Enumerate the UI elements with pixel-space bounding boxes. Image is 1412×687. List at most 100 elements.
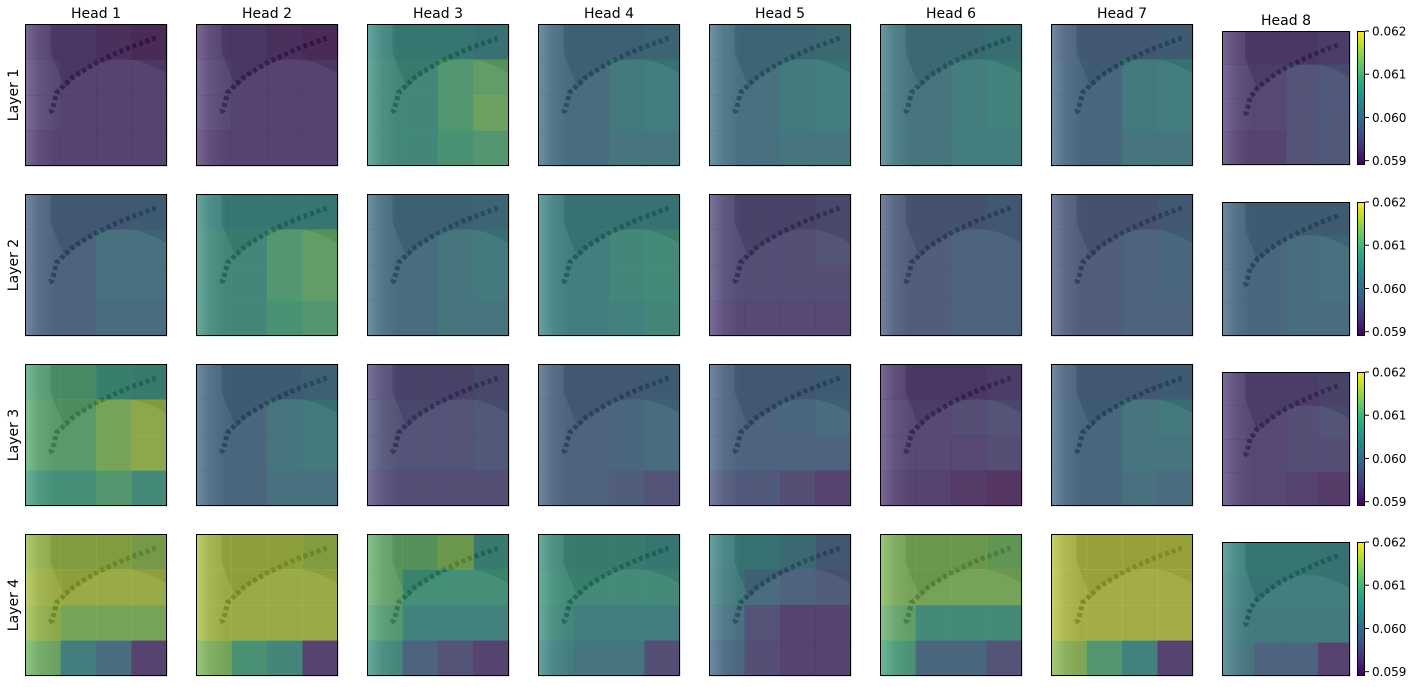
heatmap-cell [609,59,645,96]
heatmap-cell [302,435,339,471]
heatmap-cell [780,95,816,131]
heatmap-cell [986,364,1023,400]
heatmap-cell [25,534,61,570]
heatmap-cell [473,640,510,677]
heatmap-cell [609,194,645,230]
heatmap-cell [302,364,339,400]
panel-frame [538,24,680,166]
heatmap-cell [1318,472,1351,507]
heatmap-panel-layer4-head8 [1222,542,1351,677]
heatmap-cell [709,95,745,131]
colorbar-tick-label: 0.061 [1372,239,1406,253]
heatmap-cell [644,399,681,436]
heatmap-cell [744,265,781,301]
heatmap-cell [196,229,232,266]
heatmap-panel-layer3-head3 [367,364,510,507]
heatmap-cell [25,435,61,471]
heatmap-cell [709,364,745,400]
heatmap-cell [609,95,645,131]
heatmap-cell [1222,405,1255,440]
heatmap-cell [1051,569,1087,606]
heatmap-cell [815,640,852,677]
heatmap-cell [1086,265,1123,301]
panel-frame [1222,372,1350,506]
heatmap-cell [131,130,168,167]
heatmap-cell [709,194,745,230]
heatmap-cell [1157,364,1194,400]
heatmap-cell [1051,364,1087,400]
heatmap-cell [538,59,574,96]
heatmap-cell [709,534,745,570]
heatmap-cell [1286,64,1319,99]
heatmap-cell [231,194,268,230]
heatmap-cell [1122,640,1158,677]
heatmap-cell [438,569,474,606]
heatmap-cell [573,605,610,641]
heatmap-cell [1286,575,1319,610]
heatmap-cell [538,399,574,436]
heatmap-cell [644,130,681,167]
colorbar-tick-label: 0.062 [1372,366,1406,380]
heatmap-cell [1254,31,1287,65]
heatmap-cell [538,229,574,266]
heatmap-cell [302,24,339,60]
row-label-layer4: Layer 4 [6,579,22,631]
heatmap-cell [1051,300,1087,337]
heatmap-cell [1222,98,1255,132]
heatmap-cell [1051,194,1087,230]
heatmap-cell [644,435,681,471]
heatmap-cell [951,95,987,131]
heatmap-cell [131,470,168,507]
heatmap-cell [609,470,645,507]
heatmap-cell [131,534,168,570]
heatmap-cell [196,194,232,230]
heatmap-cell [60,265,97,301]
heatmap-cell [402,229,439,266]
heatmap-cell [1086,194,1123,230]
colorbar-tick-label: 0.060 [1372,111,1406,125]
heatmap-cell [473,194,510,230]
heatmap-cell [473,59,510,96]
heatmap-cell [1318,575,1351,610]
heatmap-cell [709,24,745,60]
heatmap-cell [131,399,168,436]
heatmap-cell [438,534,474,570]
panel-frame [25,24,167,166]
heatmap-cell [96,399,132,436]
heatmap-cell [780,470,816,507]
heatmap-cell [951,640,987,677]
heatmap-cell [1254,439,1287,473]
heatmap-cell [1222,235,1255,270]
heatmap-cell [131,265,168,301]
heatmap-cell [402,470,439,507]
heatmap-cell [402,300,439,337]
heatmap-cell [96,534,132,570]
column-header-head4: Head 4 [584,6,634,22]
heatmap-cell [1086,300,1123,337]
heatmap-cell [1318,542,1351,576]
heatmap-cell [367,399,403,436]
heatmap-cell [1286,235,1319,270]
heatmap-cell [1122,399,1158,436]
heatmap-cell [915,569,952,606]
heatmap-cell [60,95,97,131]
heatmap-cell [60,534,97,570]
heatmap-panel-layer1-head1 [25,24,168,167]
heatmap-cell [986,24,1023,60]
heatmap-cell [267,569,303,606]
heatmap-cell [1157,95,1194,131]
heatmap-cell [1318,98,1351,132]
column-header-head2: Head 2 [242,6,292,22]
heatmap-cell [231,265,268,301]
heatmap-cell [1318,439,1351,473]
panel-frame [880,534,1022,676]
heatmap-cell [744,59,781,96]
heatmap-cell [1051,399,1087,436]
heatmap-cell [302,130,339,167]
heatmap-cell [815,534,852,570]
heatmap-cell [60,130,97,167]
heatmap-cell [1318,64,1351,99]
heatmap-cell [1254,131,1287,166]
heatmap-cell [131,194,168,230]
heatmap-cell [1122,605,1158,641]
